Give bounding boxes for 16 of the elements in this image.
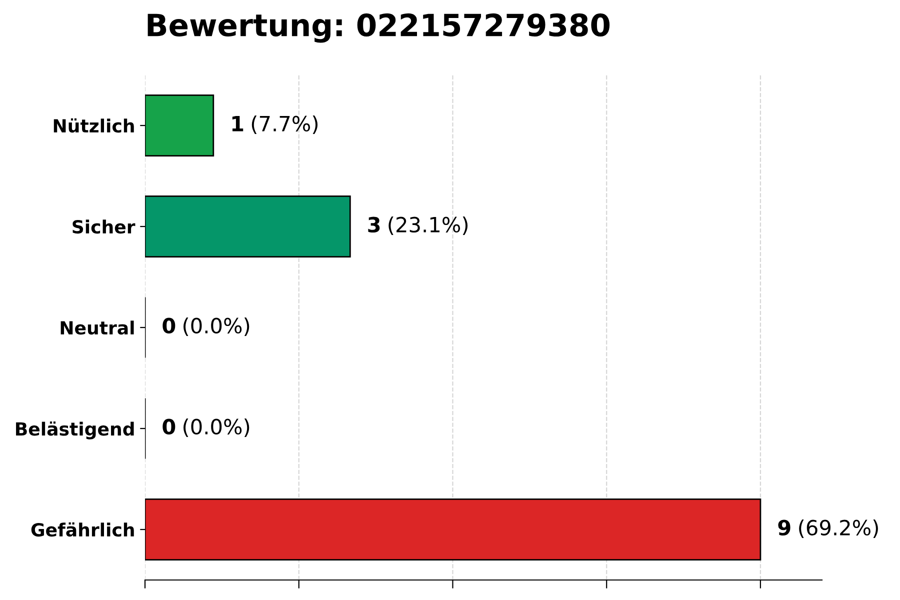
data-label: 0 <box>162 318 176 334</box>
annotation: (69.2%) <box>799 519 878 538</box>
data-label: 0 <box>162 418 176 435</box>
data-label: 1 <box>232 116 244 132</box>
chart-title: Bewertung: 022157279380 <box>148 13 610 43</box>
data-label: 3 <box>368 216 380 233</box>
annotation: (23.1%) <box>388 216 468 235</box>
y-tick-label: Belästigend <box>16 422 134 440</box>
y-tick-label: Neutral <box>60 320 134 335</box>
y-tick-label: Gefährlich <box>31 522 134 537</box>
annotation: (7.7%) <box>252 115 318 134</box>
annotation: (0.0%) <box>184 418 250 437</box>
y-tick-label: Sicher <box>72 220 136 234</box>
annotation: (0.0%) <box>184 317 250 336</box>
y-tick-label: Nützlich <box>54 118 134 133</box>
data-label: 9 <box>778 520 790 536</box>
